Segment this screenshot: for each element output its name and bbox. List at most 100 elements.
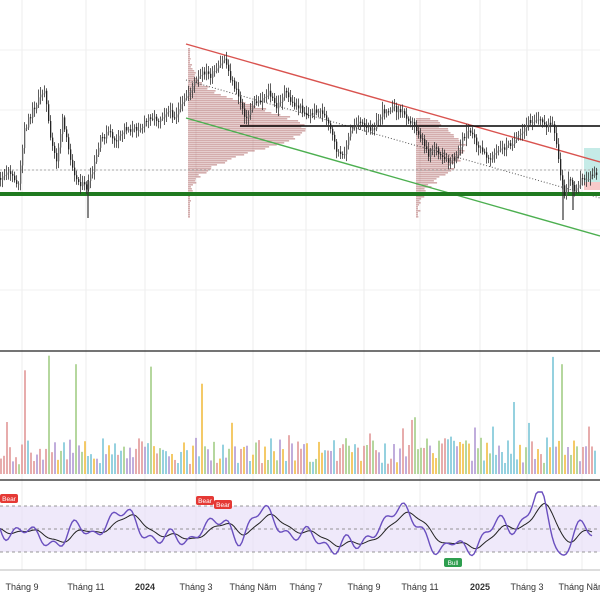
profile-bar [416,208,418,210]
profile-bar [416,134,454,136]
profile-bar [188,168,212,170]
volume-bar [552,356,554,474]
candle-body [432,149,434,152]
profile-bar [416,140,460,142]
signal-tag-label: Bull [448,560,459,567]
candle-body [482,147,484,152]
volume-bar [420,447,422,474]
profile-bar [188,158,232,160]
volume-bar [435,458,437,474]
candle-body [424,139,426,147]
candle-body [8,171,10,173]
volume-bar [330,450,332,474]
volume-bar [147,443,149,474]
volume-bar [372,440,374,474]
volume-bar [270,438,272,474]
volume-bar [471,460,473,474]
candle-body [382,109,384,117]
volume-panel[interactable] [0,355,596,474]
candle-body [284,90,286,98]
volume-bar [261,463,263,474]
volume-bar [3,455,5,474]
candle-body [556,133,558,145]
profile-bar [188,176,201,178]
candle-body [442,155,444,158]
candle-body [492,154,494,160]
profile-bar [416,122,440,124]
candle-body [234,80,236,89]
volume-bar [468,443,470,474]
candle-body [98,147,100,155]
profile-bar [416,214,418,216]
candle-body [584,178,586,180]
volume-bar [363,445,365,474]
volume-bar [6,422,8,474]
volume-bar [243,446,245,474]
volume-bar [120,450,122,474]
candle-body [386,111,388,114]
signal-tag-label: Bear [216,502,231,509]
candle-body [184,98,186,103]
profile-bar [188,140,290,142]
x-tick-label: 2025 [470,582,490,592]
candle-body [160,118,162,122]
x-tick-label: Tháng 11 [401,582,438,592]
profile-bar [416,166,449,168]
candle-body [510,143,512,147]
candle-body [372,128,374,131]
candle-body [156,116,158,121]
candle-body [288,92,290,98]
volume-bar [594,450,596,474]
candle-body [94,161,96,173]
candle-body [342,153,344,156]
profile-bar [188,68,193,70]
candle-body [170,110,172,112]
candle-body [224,58,226,61]
profile-bar [188,204,190,206]
volume-bar [495,454,497,474]
candle-body [142,126,144,129]
volume-bar [198,456,200,474]
volume-bar [306,443,308,474]
profile-bar [416,118,431,120]
volume-bar [111,454,113,474]
profile-bar [188,152,248,154]
volume-bar [390,458,392,474]
candle-body [204,71,206,75]
candle-body [462,136,464,148]
candle-body [346,145,348,155]
price-panel[interactable] [0,43,600,237]
candle-body [498,150,500,152]
candle-body [502,147,504,149]
candle-body [72,159,74,168]
profile-bar [188,212,190,214]
candle-body [484,151,486,153]
profile-bar [416,160,461,162]
volume-bar [291,443,293,474]
candle-body [174,117,176,119]
profile-bar [416,188,425,190]
volume-bar [537,449,539,474]
profile-bar [188,88,208,90]
candle-body [166,112,168,115]
volume-bar [513,402,515,474]
volume-bar [297,441,299,474]
volume-bar [264,446,266,474]
volume-bar [528,422,530,474]
candle-body [186,96,188,99]
volume-bar [321,452,323,474]
candle-body [334,134,336,142]
candle-body [290,97,292,102]
x-tick-label: Tháng 11 [67,582,104,592]
profile-bar [188,120,299,122]
candle-body [220,63,222,66]
candle-body [162,117,164,119]
candle-body [550,122,552,125]
candle-body [306,112,308,116]
candle-body [452,157,454,161]
candle-body [100,137,102,148]
candle-body [218,65,220,69]
candle-body [0,178,2,180]
candle-body [2,176,4,180]
